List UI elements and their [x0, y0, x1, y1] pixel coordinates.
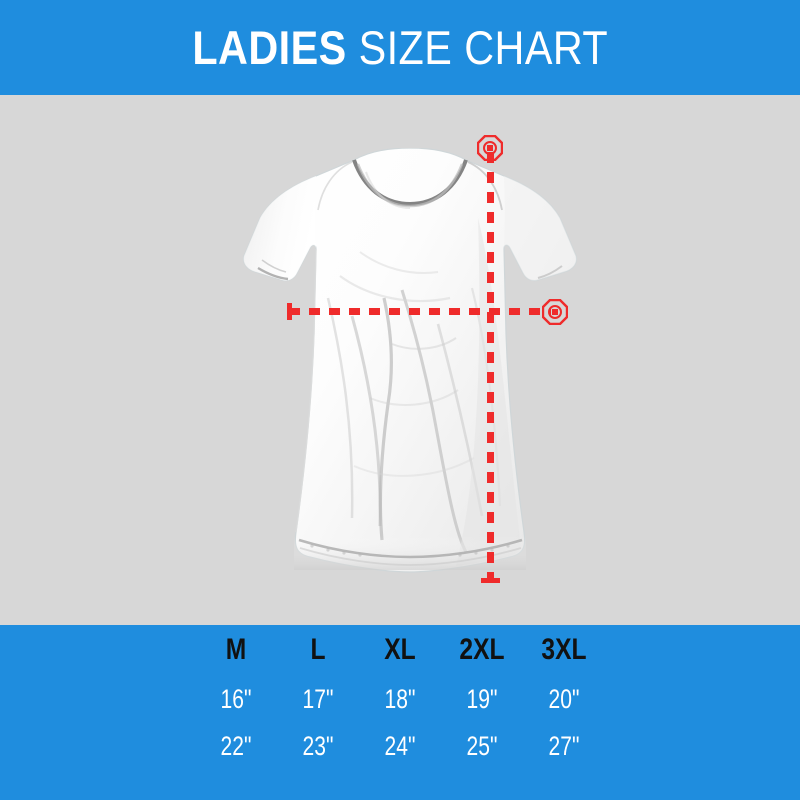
width-value-cell: 19" [466, 684, 498, 714]
ladies-tshirt-image [242, 148, 578, 588]
size-table-width-row: 16" 17" 18" 19" 20" [195, 680, 605, 719]
length-value-cell: 24" [384, 731, 416, 761]
size-header-cell: 3XL [541, 633, 587, 666]
width-value-cell: 18" [384, 684, 416, 714]
page-title-light: SIZE CHART [346, 21, 608, 74]
width-value-cell: 16" [220, 684, 252, 714]
length-value-cell: 27" [548, 731, 580, 761]
width-value-cell: 20" [548, 684, 580, 714]
size-table: M L XL 2XL 3XL 16" 17" 18" 19" 20" 22" 2… [195, 630, 605, 774]
size-header-cell: L [310, 633, 326, 666]
size-table-band [0, 625, 800, 800]
size-header-cell: 2XL [459, 633, 505, 666]
length-value-cell: 23" [302, 731, 334, 761]
size-header-cell: M [225, 633, 247, 666]
page-title: LADIES SIZE CHART [192, 24, 608, 71]
size-table-header-row: M L XL 2XL 3XL [195, 630, 605, 670]
size-table-length-row: 22" 23" 24" 25" 27" [195, 727, 605, 766]
length-value-cell: 22" [220, 731, 252, 761]
size-header-cell: XL [384, 633, 416, 666]
header-band: LADIES SIZE CHART [0, 0, 800, 95]
width-value-cell: 17" [302, 684, 334, 714]
page-title-strong: LADIES [192, 21, 347, 74]
length-value-cell: 25" [466, 731, 498, 761]
